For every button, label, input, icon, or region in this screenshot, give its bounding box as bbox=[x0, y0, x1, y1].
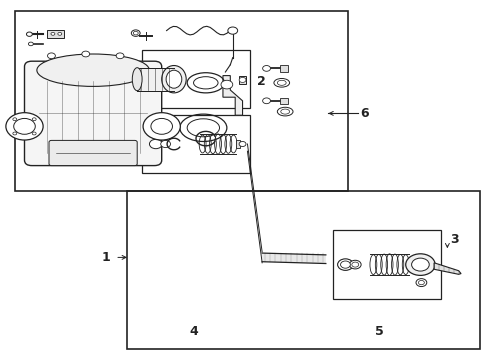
Circle shape bbox=[263, 98, 270, 104]
Circle shape bbox=[161, 140, 171, 148]
Circle shape bbox=[151, 118, 172, 134]
Circle shape bbox=[349, 260, 361, 269]
Circle shape bbox=[13, 132, 17, 135]
Bar bbox=[137, 68, 174, 91]
Bar bbox=[280, 65, 288, 72]
FancyBboxPatch shape bbox=[24, 61, 162, 166]
Circle shape bbox=[28, 42, 33, 46]
Circle shape bbox=[6, 113, 43, 140]
Circle shape bbox=[221, 80, 233, 89]
Circle shape bbox=[133, 31, 138, 35]
Ellipse shape bbox=[37, 54, 149, 86]
Circle shape bbox=[13, 118, 17, 121]
Ellipse shape bbox=[166, 70, 182, 88]
Circle shape bbox=[406, 254, 435, 275]
Circle shape bbox=[116, 53, 124, 59]
Bar bbox=[47, 30, 64, 38]
Text: 2: 2 bbox=[257, 75, 266, 87]
Circle shape bbox=[48, 53, 55, 59]
Circle shape bbox=[32, 118, 36, 121]
Circle shape bbox=[412, 258, 429, 271]
Circle shape bbox=[418, 280, 424, 285]
Circle shape bbox=[51, 32, 55, 35]
Bar bbox=[15, 11, 348, 191]
Bar bbox=[236, 140, 240, 148]
Circle shape bbox=[263, 66, 270, 71]
Polygon shape bbox=[262, 253, 326, 264]
Circle shape bbox=[32, 132, 36, 135]
Text: 3: 3 bbox=[450, 233, 459, 246]
Bar bbox=[142, 50, 250, 108]
Ellipse shape bbox=[162, 66, 186, 93]
Circle shape bbox=[131, 30, 140, 36]
Polygon shape bbox=[223, 76, 243, 115]
Text: 1: 1 bbox=[101, 251, 110, 264]
Bar bbox=[142, 115, 250, 173]
Circle shape bbox=[352, 262, 359, 267]
Bar bbox=[127, 191, 480, 349]
Text: 5: 5 bbox=[375, 325, 384, 338]
Polygon shape bbox=[434, 263, 461, 274]
Circle shape bbox=[82, 51, 90, 57]
Circle shape bbox=[26, 32, 32, 36]
Circle shape bbox=[239, 141, 246, 147]
Circle shape bbox=[58, 32, 62, 35]
Bar bbox=[280, 98, 288, 104]
Ellipse shape bbox=[132, 68, 142, 91]
FancyBboxPatch shape bbox=[49, 140, 137, 166]
Circle shape bbox=[341, 261, 350, 268]
Text: 6: 6 bbox=[360, 107, 369, 120]
Text: 4: 4 bbox=[189, 325, 198, 338]
Circle shape bbox=[228, 27, 238, 34]
Circle shape bbox=[143, 113, 180, 140]
Bar bbox=[333, 230, 441, 299]
Circle shape bbox=[239, 77, 246, 82]
Circle shape bbox=[14, 118, 35, 134]
Circle shape bbox=[149, 139, 162, 149]
Circle shape bbox=[338, 259, 353, 270]
Circle shape bbox=[416, 279, 427, 287]
Bar bbox=[239, 76, 246, 84]
